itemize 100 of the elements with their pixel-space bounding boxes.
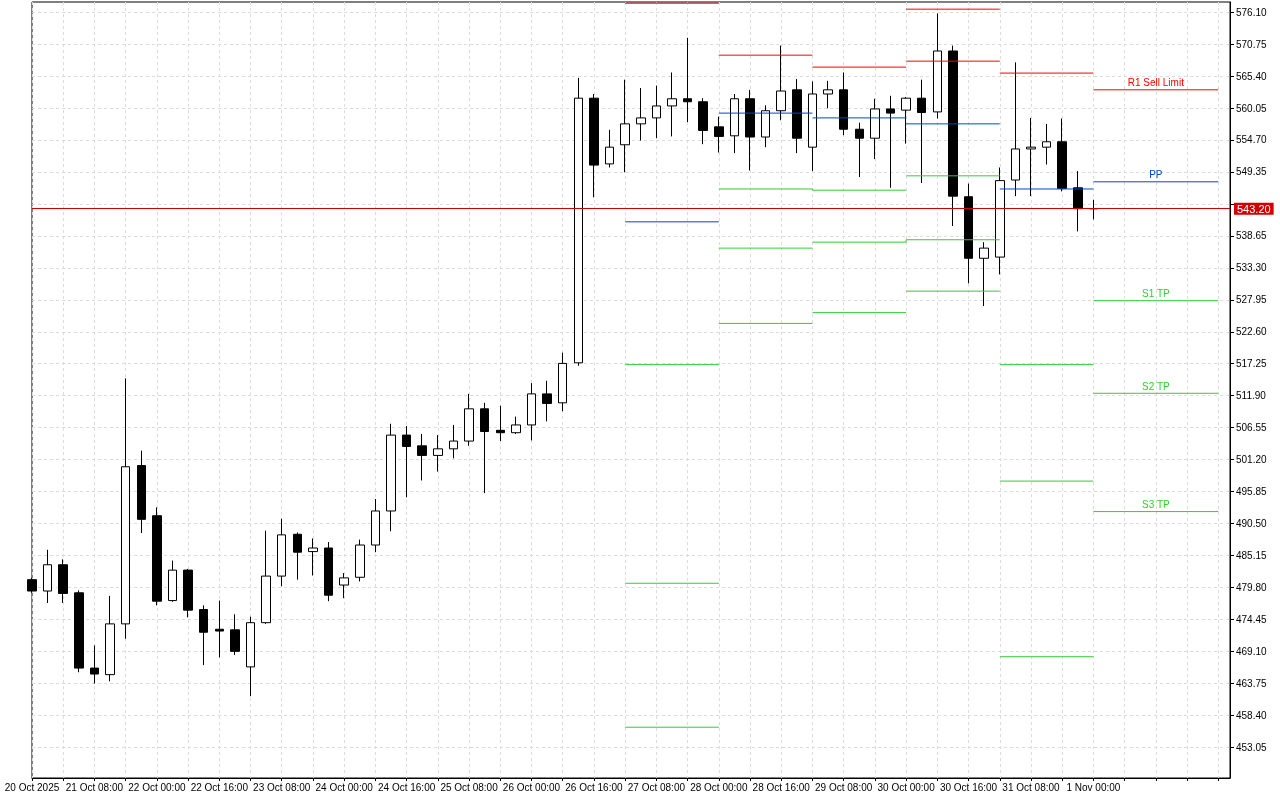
candlestick xyxy=(293,531,302,581)
y-tick-label: 501.20 xyxy=(1236,454,1268,466)
candlestick xyxy=(511,416,521,435)
candlestick xyxy=(1057,117,1067,192)
candlestick xyxy=(979,241,989,307)
y-tick-label: 570.75 xyxy=(1236,38,1268,50)
candlestick xyxy=(74,589,84,673)
y-tick-label: 474.45 xyxy=(1236,613,1268,625)
candlestick xyxy=(730,93,739,154)
x-tick-label: 25 Oct 08:00 xyxy=(440,781,499,793)
candlestick xyxy=(558,352,567,412)
x-tick-label: 26 Oct 16:00 xyxy=(565,781,623,793)
y-tick-label: 527.95 xyxy=(1236,294,1268,306)
candlestick xyxy=(808,80,817,172)
y-tick-label: 458.40 xyxy=(1236,709,1268,721)
series-label: S2 TP xyxy=(1142,380,1170,392)
candlestick xyxy=(339,572,349,599)
y-tick-label: 490.50 xyxy=(1236,518,1268,530)
candlestick xyxy=(870,98,880,160)
candlestick xyxy=(901,96,911,145)
candlestick xyxy=(433,434,443,473)
y-tick-label: 554.70 xyxy=(1236,134,1268,146)
y-tick-label: 479.80 xyxy=(1236,581,1268,593)
candlestick xyxy=(230,613,240,656)
x-tick-label: 27 Oct 08:00 xyxy=(627,781,686,793)
candlestick xyxy=(995,166,1005,275)
x-tick-label: 1 Nov 00:00 xyxy=(1066,781,1121,793)
candlestick xyxy=(839,71,848,136)
candlestick xyxy=(542,380,552,422)
x-tick-label: 22 Oct 00:00 xyxy=(128,781,186,793)
candlestick xyxy=(964,183,973,284)
y-tick-label: 517.25 xyxy=(1236,358,1268,370)
x-tick-label: 30 Oct 16:00 xyxy=(939,781,998,793)
y-tick-label: 560.05 xyxy=(1236,102,1268,114)
y-tick-label: 469.10 xyxy=(1236,645,1268,657)
candlestick xyxy=(574,77,583,367)
candlestick xyxy=(246,616,255,697)
series-label: S1 TP xyxy=(1142,288,1170,300)
candlestick xyxy=(527,382,536,441)
candlestick xyxy=(886,95,895,189)
candlestick xyxy=(1011,61,1020,197)
candlestick xyxy=(1042,123,1051,165)
candlestick xyxy=(308,537,318,576)
y-tick-label: 453.05 xyxy=(1236,741,1268,753)
candlestick xyxy=(449,424,458,459)
x-tick-label: 23 Oct 08:00 xyxy=(253,781,311,793)
y-tick-label: 506.55 xyxy=(1236,422,1268,434)
candlestick xyxy=(58,558,68,604)
candlestick xyxy=(168,560,177,603)
y-tick-label: 576.10 xyxy=(1236,6,1268,18)
candlestick xyxy=(277,518,286,587)
y-tick-label: 549.35 xyxy=(1236,166,1268,178)
y-tick-label: 533.30 xyxy=(1236,262,1268,274)
candlestick xyxy=(417,433,427,481)
candlestick xyxy=(90,644,99,685)
candlestick xyxy=(776,45,786,121)
ref-line-label: 543.20 xyxy=(1237,202,1271,215)
candlestick xyxy=(589,93,599,198)
candlestick xyxy=(636,87,646,142)
series-label: S3 TP xyxy=(1142,499,1170,511)
x-tick-label: 28 Oct 00:00 xyxy=(690,781,748,793)
candlestick xyxy=(199,604,208,666)
y-tick-label: 565.40 xyxy=(1236,70,1268,82)
y-tick-label: 511.90 xyxy=(1236,390,1267,402)
y-tick-label: 463.75 xyxy=(1236,677,1268,689)
candlestick xyxy=(823,80,833,109)
x-tick-label: 31 Oct 08:00 xyxy=(1002,781,1061,793)
candlestick xyxy=(714,116,724,154)
x-tick-label: 24 Oct 16:00 xyxy=(377,781,436,793)
candlestick xyxy=(152,506,162,606)
candlestick xyxy=(620,79,630,173)
candlestick xyxy=(137,450,146,534)
y-tick-label: 522.60 xyxy=(1236,326,1268,338)
x-tick-label: 24 Oct 00:00 xyxy=(315,781,374,793)
candlestick xyxy=(948,45,958,227)
candlestick xyxy=(355,539,365,582)
candlestick xyxy=(371,498,380,553)
candlestick xyxy=(43,549,52,604)
candlestick xyxy=(933,12,942,119)
x-tick-label: 28 Oct 16:00 xyxy=(752,781,811,793)
candlestick xyxy=(855,122,864,178)
candlestick xyxy=(324,541,333,602)
candlestick xyxy=(652,85,661,139)
candlestick xyxy=(183,568,193,618)
series-label: R1 Sell Limit xyxy=(1127,77,1185,89)
x-tick-label: 30 Oct 00:00 xyxy=(877,781,936,793)
series-label: PP xyxy=(1149,169,1163,181)
x-tick-label: 21 Oct 08:00 xyxy=(65,781,124,793)
y-tick-label: 485.15 xyxy=(1236,549,1268,561)
candlestick xyxy=(480,402,489,494)
candlestick xyxy=(698,97,708,145)
y-tick-label: 538.65 xyxy=(1236,230,1268,242)
candlestick xyxy=(464,393,474,447)
candlestick xyxy=(917,79,926,184)
candlestick xyxy=(105,595,115,682)
candlestick xyxy=(1026,117,1036,197)
candlestick xyxy=(667,71,677,137)
candlestick xyxy=(745,89,755,171)
candlestick xyxy=(683,37,692,123)
x-tick-label: 29 Oct 08:00 xyxy=(815,781,873,793)
